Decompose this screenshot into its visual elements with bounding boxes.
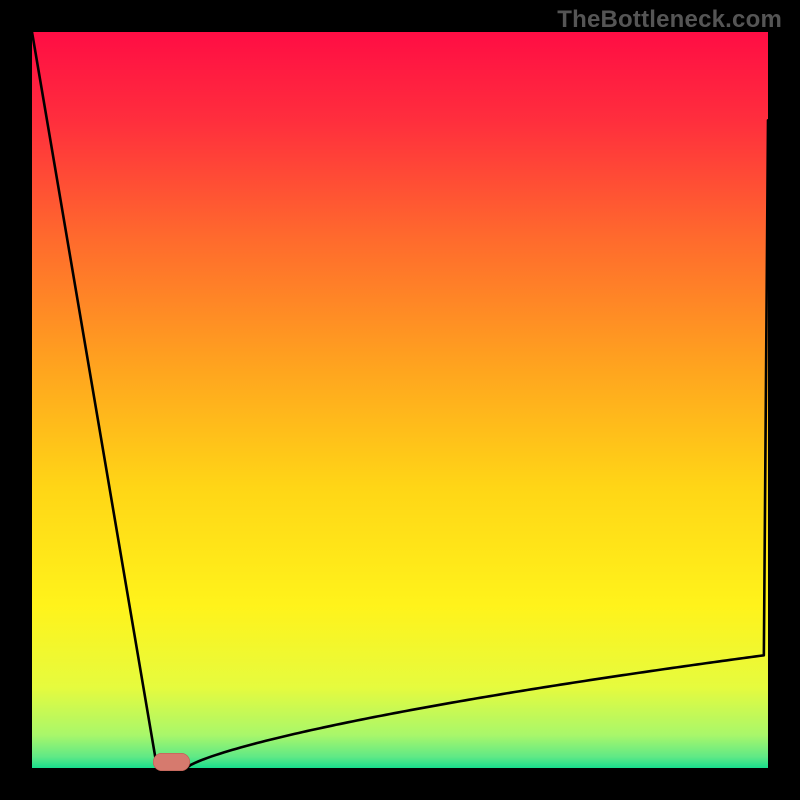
vertex-marker (153, 753, 190, 771)
plot-svg (32, 32, 768, 768)
chart-container: TheBottleneck.com (0, 0, 800, 800)
watermark-text: TheBottleneck.com (557, 6, 782, 34)
plot-area (32, 32, 768, 768)
